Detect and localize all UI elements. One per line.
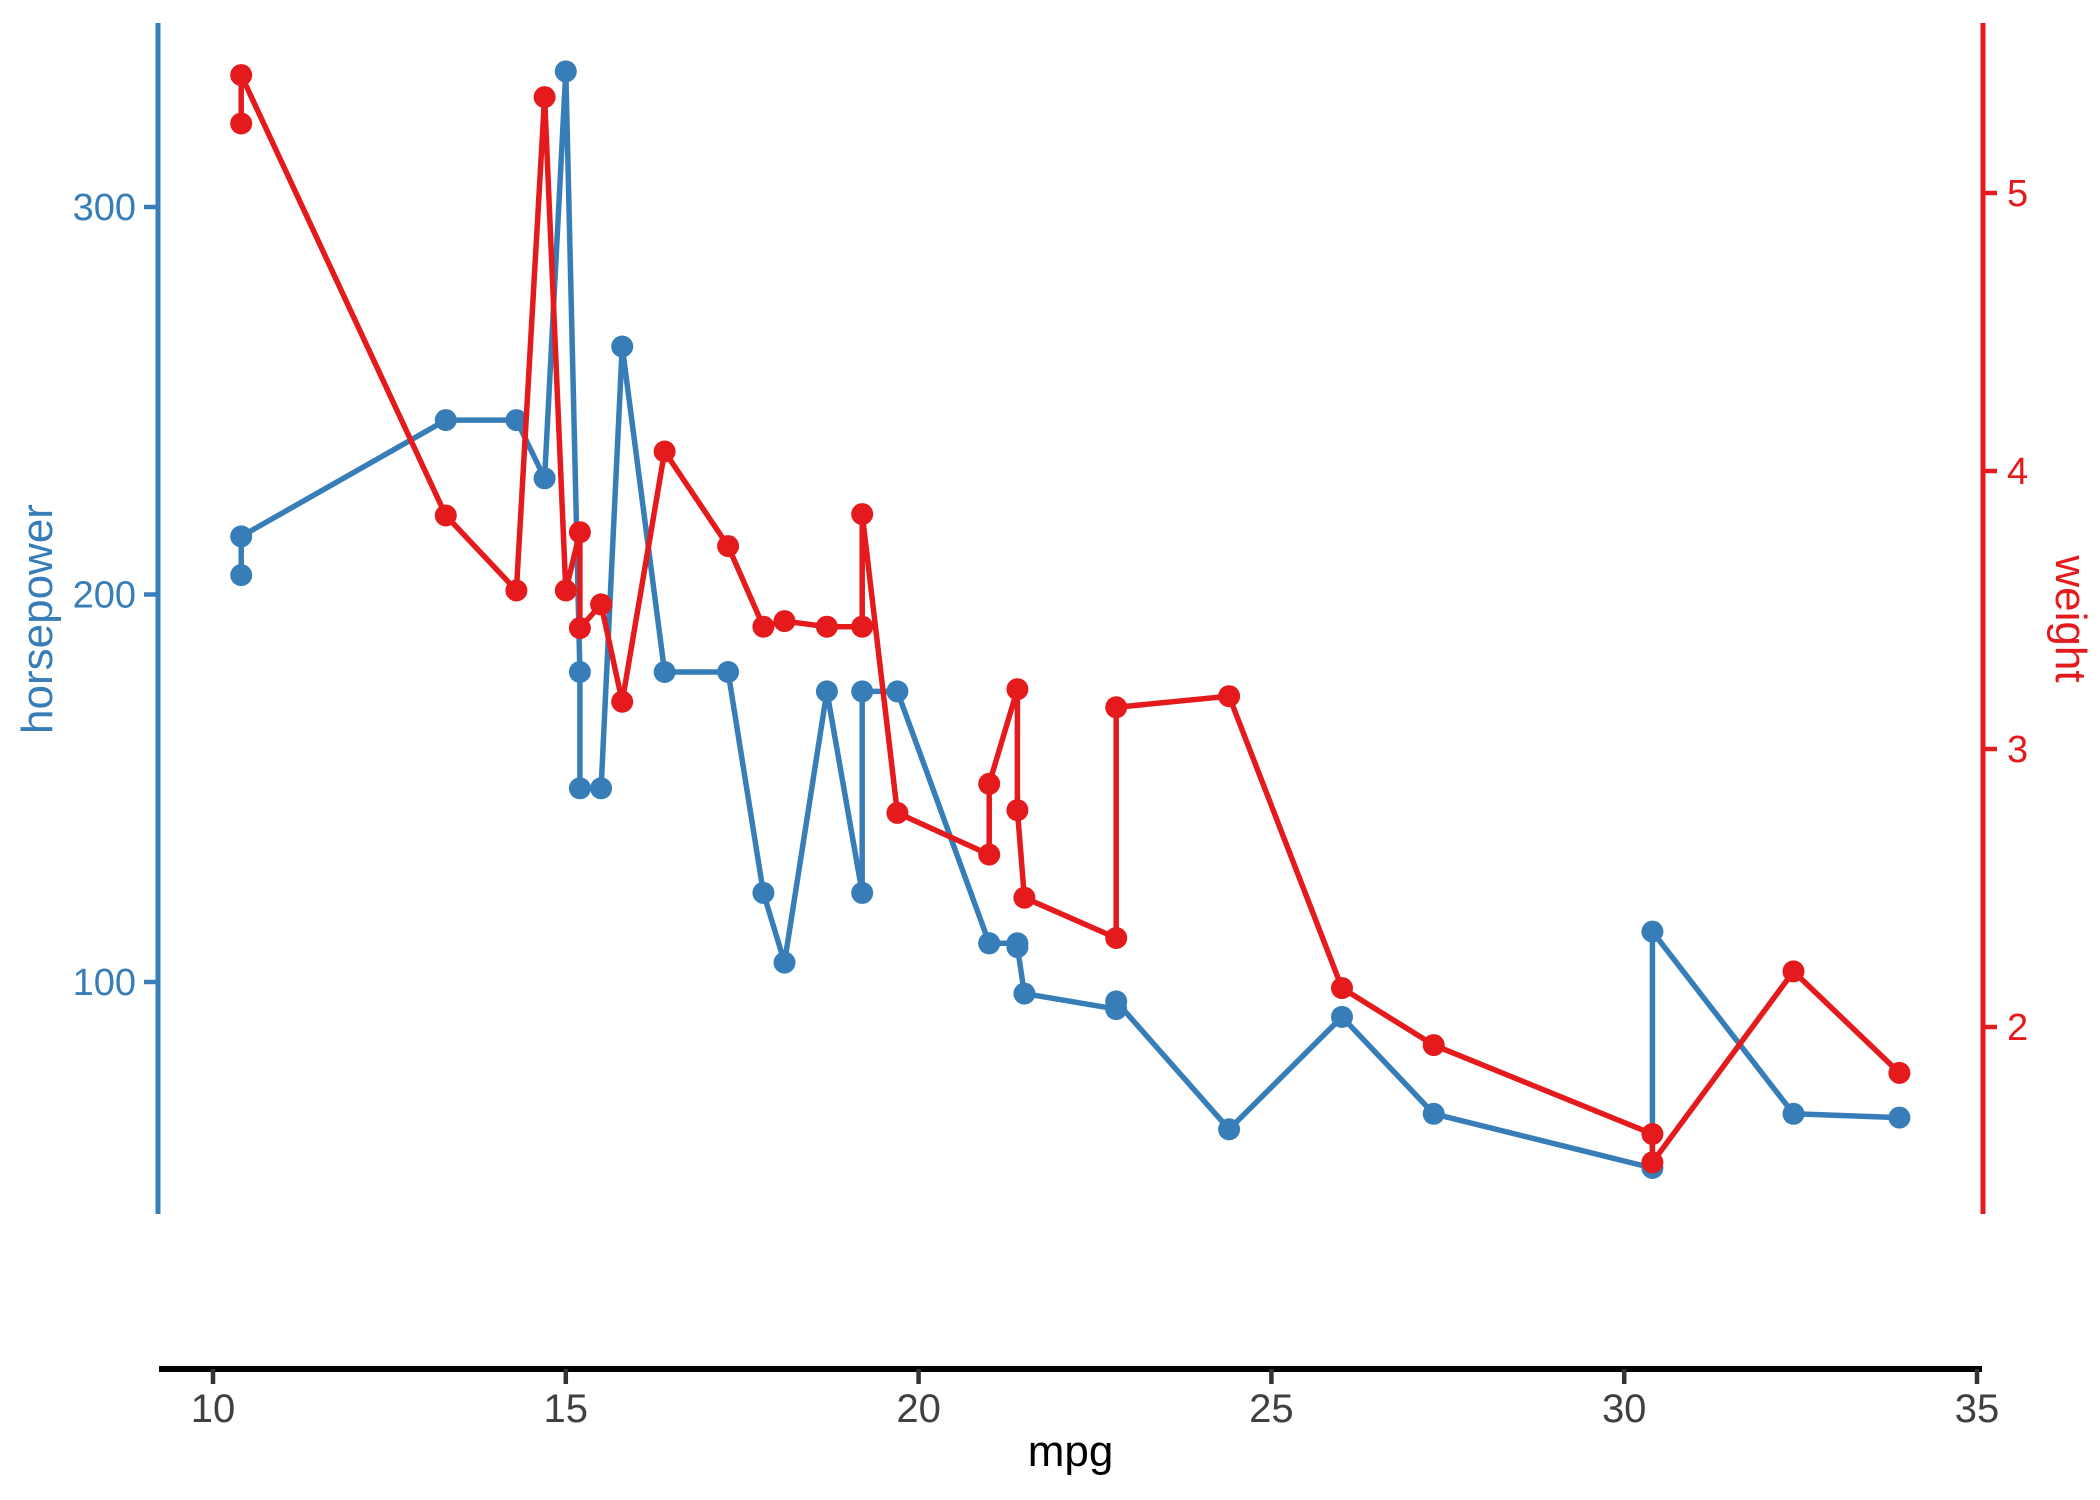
weight-data-point [886, 801, 909, 824]
horsepower-data-point [752, 881, 775, 904]
x-tick-label: 35 [1955, 1387, 2000, 1431]
weight-data-point [590, 593, 613, 616]
horsepower-data-point [434, 409, 457, 432]
horsepower-data-point [230, 525, 253, 548]
weight-data-point [752, 615, 775, 638]
weight-data-point [230, 112, 253, 135]
right-y-tick-label: 4 [2007, 451, 2028, 493]
horsepower-data-point [568, 777, 591, 800]
horsepower-data-point [851, 680, 874, 703]
horsepower-line [238, 68, 1903, 1171]
weight-data-point [1422, 1034, 1445, 1057]
horsepower-data-point [773, 951, 796, 974]
weight-data-point [1105, 696, 1128, 719]
right-y-tick-label: 2 [2007, 1007, 2028, 1049]
y-axis-title-right: weight [2046, 554, 2095, 683]
left-y-tick-label: 100 [73, 962, 136, 1004]
weight-data-point [978, 772, 1001, 795]
horsepower-data-point [1006, 936, 1029, 959]
horsepower-data-point [611, 335, 634, 358]
weight-data-point [533, 86, 556, 109]
left-y-tick-label: 200 [73, 575, 136, 617]
horsepower-data-point [1013, 982, 1036, 1005]
weight-data-point [568, 617, 591, 640]
horsepower-data-point [230, 564, 253, 587]
x-tick-label: 15 [544, 1387, 589, 1431]
horsepower-data-point [1641, 920, 1664, 943]
horsepower-data-point [1422, 1102, 1445, 1125]
weight-data-point [1331, 977, 1353, 1000]
weight-data-point [1006, 799, 1029, 822]
weight-data-point [978, 843, 1001, 866]
horsepower-data-point [653, 661, 676, 683]
y-axis-title-left: horsepower [13, 503, 62, 734]
weight-data-point [1782, 960, 1805, 983]
x-tick-label: 10 [191, 1387, 236, 1431]
weight-data-point [611, 690, 634, 713]
weight-data-point [554, 579, 577, 602]
horsepower-data-point [1888, 1106, 1911, 1129]
weight-data-point [1013, 886, 1036, 909]
weight-data-point [815, 615, 838, 638]
horsepower-data-point [505, 409, 528, 432]
horsepower-data-point [978, 932, 1001, 955]
x-tick-label: 20 [896, 1387, 941, 1431]
weight-data-point [851, 615, 874, 638]
x-axis-title: mpg [1027, 1427, 1114, 1476]
horsepower-data-point [886, 680, 909, 703]
weight-data-point [230, 64, 253, 87]
weight-data-point [1006, 678, 1029, 701]
weight-data-point [505, 579, 528, 602]
weight-data-point [1218, 685, 1241, 708]
left-y-tick-label: 300 [73, 187, 136, 229]
weight-data-point [1105, 927, 1128, 949]
horsepower-data-point [851, 881, 874, 904]
weight-data-point [851, 503, 874, 526]
weight-data-point [653, 440, 676, 463]
x-tick-label: 25 [1249, 1387, 1294, 1431]
horsepower-data-point [1782, 1102, 1805, 1125]
weight-data-point [717, 535, 740, 558]
horsepower-data-point [815, 680, 838, 703]
horsepower-data-point [554, 60, 577, 83]
right-y-tick-label: 3 [2007, 729, 2028, 771]
weight-data-point [434, 504, 457, 527]
weight-data-point [1641, 1123, 1664, 1145]
horsepower-data-point [568, 661, 591, 683]
x-tick-label: 30 [1602, 1387, 1647, 1431]
right-y-tick-label: 5 [2007, 173, 2028, 215]
weight-data-point [773, 610, 796, 633]
weight-data-point [1888, 1061, 1911, 1084]
horsepower-data-point [717, 661, 740, 683]
horsepower-data-point [1331, 1005, 1353, 1028]
weight-data-point [568, 521, 591, 544]
weight-data-point [1641, 1151, 1664, 1174]
horsepower-data-point [1218, 1118, 1241, 1141]
horsepower-data-point [533, 467, 556, 490]
horsepower-data-point [1105, 990, 1128, 1013]
horsepower-data-point [590, 777, 613, 800]
